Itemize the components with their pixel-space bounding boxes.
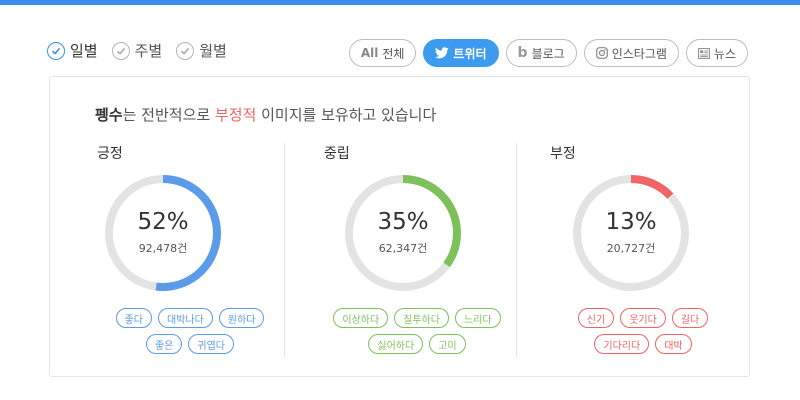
positive-percent: 52% bbox=[137, 209, 189, 236]
headline-text-1: 는 전반적으로 bbox=[122, 106, 215, 124]
negative-column: 부정 13% 20,727건 신기 웃기다 길다 기다리다 대박 bbox=[550, 143, 736, 357]
positive-keywords-row-2: 좋은 귀엽다 bbox=[97, 334, 283, 354]
positive-title: 긍정 bbox=[97, 146, 123, 162]
check-circle-icon bbox=[111, 41, 130, 60]
negative-donut: 13% 20,727건 bbox=[569, 171, 693, 295]
neutral-title: 중립 bbox=[324, 146, 350, 162]
channel-twitter-button[interactable]: 트위터 bbox=[423, 39, 499, 67]
column-divider bbox=[516, 143, 517, 357]
period-daily-option[interactable]: 일별 bbox=[47, 40, 98, 61]
sentiment-panel: 펭수는 전반적으로 부정적 이미지를 보유하고 있습니다 긍정 52% 92,4… bbox=[49, 76, 750, 377]
keyword-chip[interactable]: 기다리다 bbox=[594, 334, 650, 354]
positive-column: 긍정 52% 92,478건 좋다 대박나다 원하다 좋은 귀엽다 bbox=[97, 143, 283, 357]
negative-arc bbox=[573, 175, 689, 291]
keyword-chip[interactable]: 귀엽다 bbox=[188, 334, 234, 354]
positive-donut: 52% 92,478건 bbox=[101, 171, 225, 295]
positive-keywords-row-1: 좋다 대박나다 원하다 bbox=[97, 308, 283, 328]
positive-donut-chart bbox=[105, 175, 221, 291]
top-accent-bar bbox=[0, 0, 800, 5]
blog-icon: b bbox=[517, 45, 528, 61]
channel-instagram-label: 인스타그램 bbox=[611, 46, 667, 61]
newspaper-icon bbox=[698, 47, 710, 59]
column-divider bbox=[284, 143, 285, 357]
negative-count: 20,727건 bbox=[606, 241, 656, 255]
channel-all-label: 전체 bbox=[382, 46, 405, 61]
keyword-chip[interactable]: 고미 bbox=[429, 334, 466, 354]
keyword-chip[interactable]: 느리다 bbox=[455, 308, 501, 328]
keyword-chip[interactable]: 길다 bbox=[671, 308, 709, 328]
headline-sentiment: 부정적 bbox=[214, 106, 257, 124]
neutral-percent: 35% bbox=[377, 209, 429, 236]
period-monthly-option[interactable]: 월별 bbox=[176, 40, 227, 61]
neutral-arc bbox=[345, 175, 461, 291]
keyword-chip[interactable]: 대박나다 bbox=[157, 308, 213, 328]
channel-all-button[interactable]: All 전체 bbox=[348, 39, 417, 67]
instagram-icon bbox=[595, 47, 608, 59]
negative-percent: 13% bbox=[605, 209, 657, 236]
negative-keywords-row-1: 신기 웃기다 길다 bbox=[550, 308, 736, 328]
neutral-keywords-row-1: 이상하다 질투하다 느리다 bbox=[324, 308, 510, 328]
sentiment-headline: 펭수는 전반적으로 부정적 이미지를 보유하고 있습니다 bbox=[95, 104, 436, 125]
period-weekly-label: 주별 bbox=[134, 42, 163, 60]
neutral-donut: 35% 62,347건 bbox=[341, 171, 465, 295]
period-daily-label: 일별 bbox=[70, 42, 98, 60]
negative-donut-chart bbox=[573, 175, 689, 291]
headline-text-2: 이미지를 보유하고 있습니다 bbox=[256, 106, 437, 124]
check-circle-icon bbox=[47, 41, 65, 60]
period-weekly-option[interactable]: 주별 bbox=[111, 40, 163, 61]
keyword-chip[interactable]: 이상하다 bbox=[333, 308, 389, 328]
neutral-donut-chart bbox=[345, 175, 461, 291]
keyword-chip[interactable]: 원하다 bbox=[218, 308, 265, 328]
neutral-keywords-row-2: 싫어하다 고미 bbox=[324, 334, 510, 354]
period-filter: 일별 주별 월별 bbox=[47, 40, 241, 61]
keyword-chip[interactable]: 질투하다 bbox=[394, 308, 449, 328]
channel-filter: All 전체 트위터 b 블로그 인스타그램 뉴스 bbox=[342, 39, 748, 67]
channel-twitter-label: 트위터 bbox=[453, 46, 487, 61]
headline-subject: 펭수 bbox=[95, 106, 123, 124]
channel-news-label: 뉴스 bbox=[713, 46, 736, 61]
keyword-chip[interactable]: 신기 bbox=[577, 308, 615, 328]
neutral-column: 중립 35% 62,347건 이상하다 질투하다 느리다 싫어하다 고미 bbox=[324, 143, 510, 357]
check-circle-icon bbox=[176, 41, 195, 60]
twitter-bird-icon bbox=[435, 47, 450, 59]
keyword-chip[interactable]: 싫어하다 bbox=[368, 334, 424, 354]
channel-news-button[interactable]: 뉴스 bbox=[685, 39, 748, 67]
channel-blog-button[interactable]: b 블로그 bbox=[505, 39, 577, 67]
positive-count: 92,478건 bbox=[138, 241, 188, 255]
negative-title: 부정 bbox=[550, 146, 576, 162]
all-icon: All bbox=[360, 46, 379, 60]
keyword-chip[interactable]: 웃기다 bbox=[620, 308, 666, 328]
keyword-chip[interactable]: 좋은 bbox=[145, 334, 183, 354]
keyword-chip[interactable]: 좋다 bbox=[115, 308, 152, 328]
keyword-chip[interactable]: 대박 bbox=[655, 334, 692, 354]
channel-blog-label: 블로그 bbox=[531, 46, 565, 61]
channel-instagram-button[interactable]: 인스타그램 bbox=[583, 39, 679, 67]
neutral-count: 62,347건 bbox=[378, 241, 428, 255]
negative-keywords-row-2: 기다리다 대박 bbox=[550, 334, 736, 354]
period-monthly-label: 월별 bbox=[199, 42, 227, 60]
positive-arc bbox=[105, 175, 221, 291]
